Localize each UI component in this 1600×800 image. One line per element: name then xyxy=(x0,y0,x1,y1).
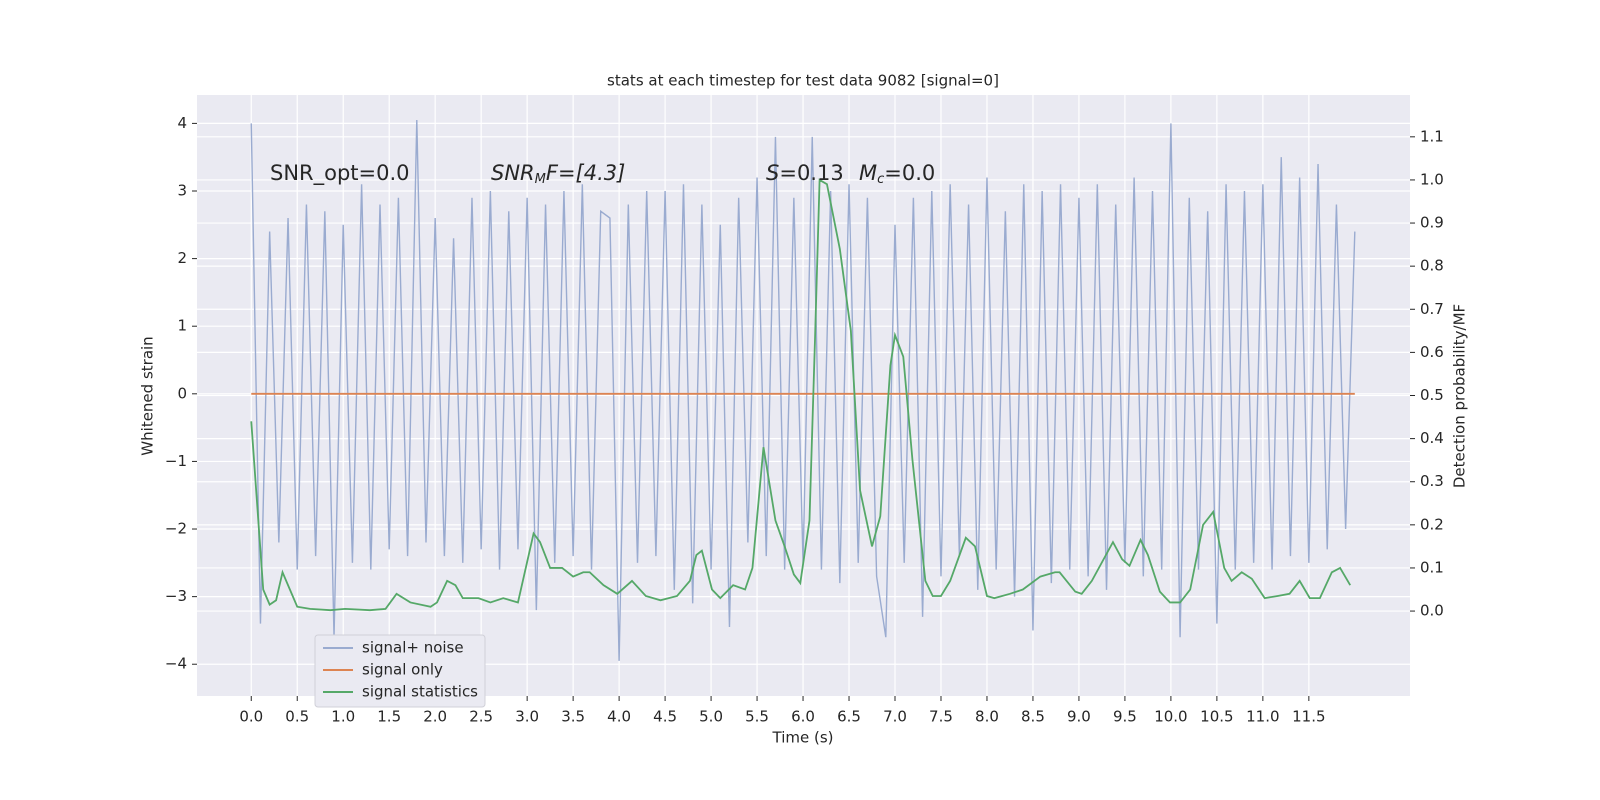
y2-tick-label: 0.0 xyxy=(1420,602,1444,620)
x-tick-label: 2.5 xyxy=(469,708,493,726)
legend: signal+ noise signal only signal statistic… xyxy=(314,634,486,708)
annotation-part: c xyxy=(877,172,884,187)
y-tick-label: −4 xyxy=(165,655,187,673)
chart-title: stats at each timestep for test data 908… xyxy=(607,72,999,90)
series-line xyxy=(250,178,1351,612)
x-tick-label: 1.0 xyxy=(331,708,355,726)
annotation-part: SNR xyxy=(491,161,535,185)
y2-tick-label: 0.9 xyxy=(1420,214,1444,232)
y-tick-label: −3 xyxy=(165,587,187,605)
x-tick-label: 1.5 xyxy=(377,708,401,726)
x-tick-label: 7.0 xyxy=(883,708,907,726)
y2-tick-label: 0.4 xyxy=(1420,429,1444,447)
marks xyxy=(250,119,1356,661)
x-axis-label: Time (s) xyxy=(772,729,834,747)
annotation: S=0.13 xyxy=(766,161,844,185)
x-tick-label: 3.0 xyxy=(515,708,539,726)
grid xyxy=(197,95,1410,696)
x-tick-label: 9.0 xyxy=(1067,708,1091,726)
y-tick-label: −1 xyxy=(165,452,187,470)
x-tick-label: 3.5 xyxy=(561,708,585,726)
x-tick-label: 6.0 xyxy=(791,708,815,726)
x-tick-label: 7.5 xyxy=(929,708,953,726)
annotation-part: S xyxy=(766,161,779,185)
annotation: Mc=0.0 xyxy=(859,161,935,187)
x-tick-label: 8.0 xyxy=(975,708,999,726)
legend-label: signal only xyxy=(362,661,443,679)
y-axis-label: Whitened strain xyxy=(139,336,157,455)
labels: 0.0 0.5 1.0 1.5 2.0 2.5 3.0 3.5 4.0 4.5 5.0 5.5 6.0 6… xyxy=(165,114,1444,726)
y-tick-label: 2 xyxy=(177,249,187,267)
legend-label: signal statistics xyxy=(362,683,478,701)
x-tick-label: 0.0 xyxy=(239,708,263,726)
annotation-part: =0.0 xyxy=(884,161,935,185)
y-tick-label: 1 xyxy=(177,317,187,335)
y2-tick-label: 1.1 xyxy=(1420,127,1444,145)
x-tick-label: 5.0 xyxy=(699,708,723,726)
x-tick-label: 10.0 xyxy=(1154,708,1187,726)
annotation: SNR_opt=0.0 xyxy=(270,161,410,186)
y2-tick-label: 0.2 xyxy=(1420,515,1444,533)
legend-box xyxy=(314,634,486,708)
y2-tick-label: 0.8 xyxy=(1420,257,1444,275)
y2-tick-label: 1.0 xyxy=(1420,170,1444,188)
y2-axis-label: Detection probability/MF xyxy=(1451,304,1469,488)
legend-label: signal+ noise xyxy=(362,639,464,657)
x-tick-label: 4.0 xyxy=(607,708,631,726)
x-tick-label: 9.5 xyxy=(1113,708,1137,726)
y-tick-label: 4 xyxy=(177,114,187,132)
y2-tick-label: 0.1 xyxy=(1420,558,1444,576)
x-tick-label: 0.5 xyxy=(285,708,309,726)
x-tick-label: 10.5 xyxy=(1200,708,1233,726)
y-tick-label: 0 xyxy=(177,384,187,402)
y2-tick-label: 0.5 xyxy=(1420,386,1444,404)
y-tick-label: 3 xyxy=(177,181,187,199)
annotation-part: F=[4.3] xyxy=(546,161,625,185)
y2-tick-label: 0.3 xyxy=(1420,472,1444,490)
y2-tick-label: 0.7 xyxy=(1420,300,1444,318)
x-tick-label: 6.5 xyxy=(837,708,861,726)
annotation: SNRMF=[4.3] xyxy=(491,161,625,187)
y2-tick-label: 0.6 xyxy=(1420,343,1444,361)
x-tick-label: 2.0 xyxy=(423,708,447,726)
x-tick-label: 8.5 xyxy=(1021,708,1045,726)
x-tick-label: 11.5 xyxy=(1292,708,1325,726)
annotation-part: M xyxy=(535,172,546,187)
x-tick-label: 5.5 xyxy=(745,708,769,726)
y-tick-label: −2 xyxy=(165,520,187,538)
annotation-part: =0.13 xyxy=(779,161,843,185)
x-tick-label: 11.0 xyxy=(1246,708,1279,726)
annotation-part: M xyxy=(859,161,877,185)
x-tick-label: 4.5 xyxy=(653,708,677,726)
